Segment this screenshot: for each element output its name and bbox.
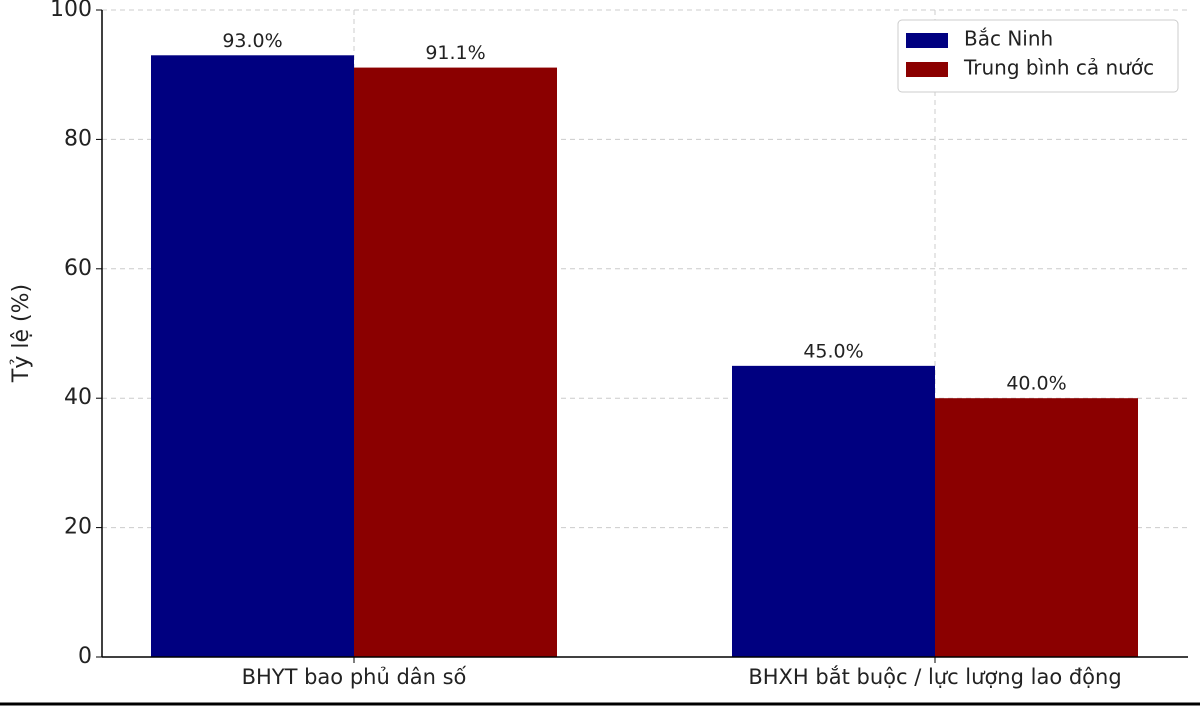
y-tick-label: 100 [50, 0, 92, 22]
bar [935, 398, 1138, 657]
value-label: 91.1% [425, 42, 485, 64]
y-tick-label: 40 [64, 385, 92, 410]
x-tick-label: BHXH bắt buộc / lực lượng lao động [748, 665, 1121, 689]
y-tick-label: 0 [78, 644, 92, 669]
value-label: 45.0% [803, 340, 863, 362]
y-tick-label: 20 [64, 515, 92, 540]
y-tick-label: 80 [64, 126, 92, 151]
value-label: 93.0% [222, 30, 282, 52]
bar [151, 55, 354, 658]
legend-box [897, 19, 1179, 93]
legend-label: Bắc Ninh [964, 27, 1053, 51]
bar [732, 365, 935, 657]
x-tick-label: BHYT bao phủ dân số [242, 665, 467, 689]
legend-swatch [906, 62, 948, 77]
bar [354, 67, 557, 657]
legend-swatch [906, 33, 948, 48]
value-label: 40.0% [1006, 373, 1066, 395]
legend-label: Trung bình cả nước [963, 56, 1154, 80]
y-axis-label: Tỷ lệ (%) [9, 284, 34, 383]
y-tick-label: 60 [64, 256, 92, 281]
